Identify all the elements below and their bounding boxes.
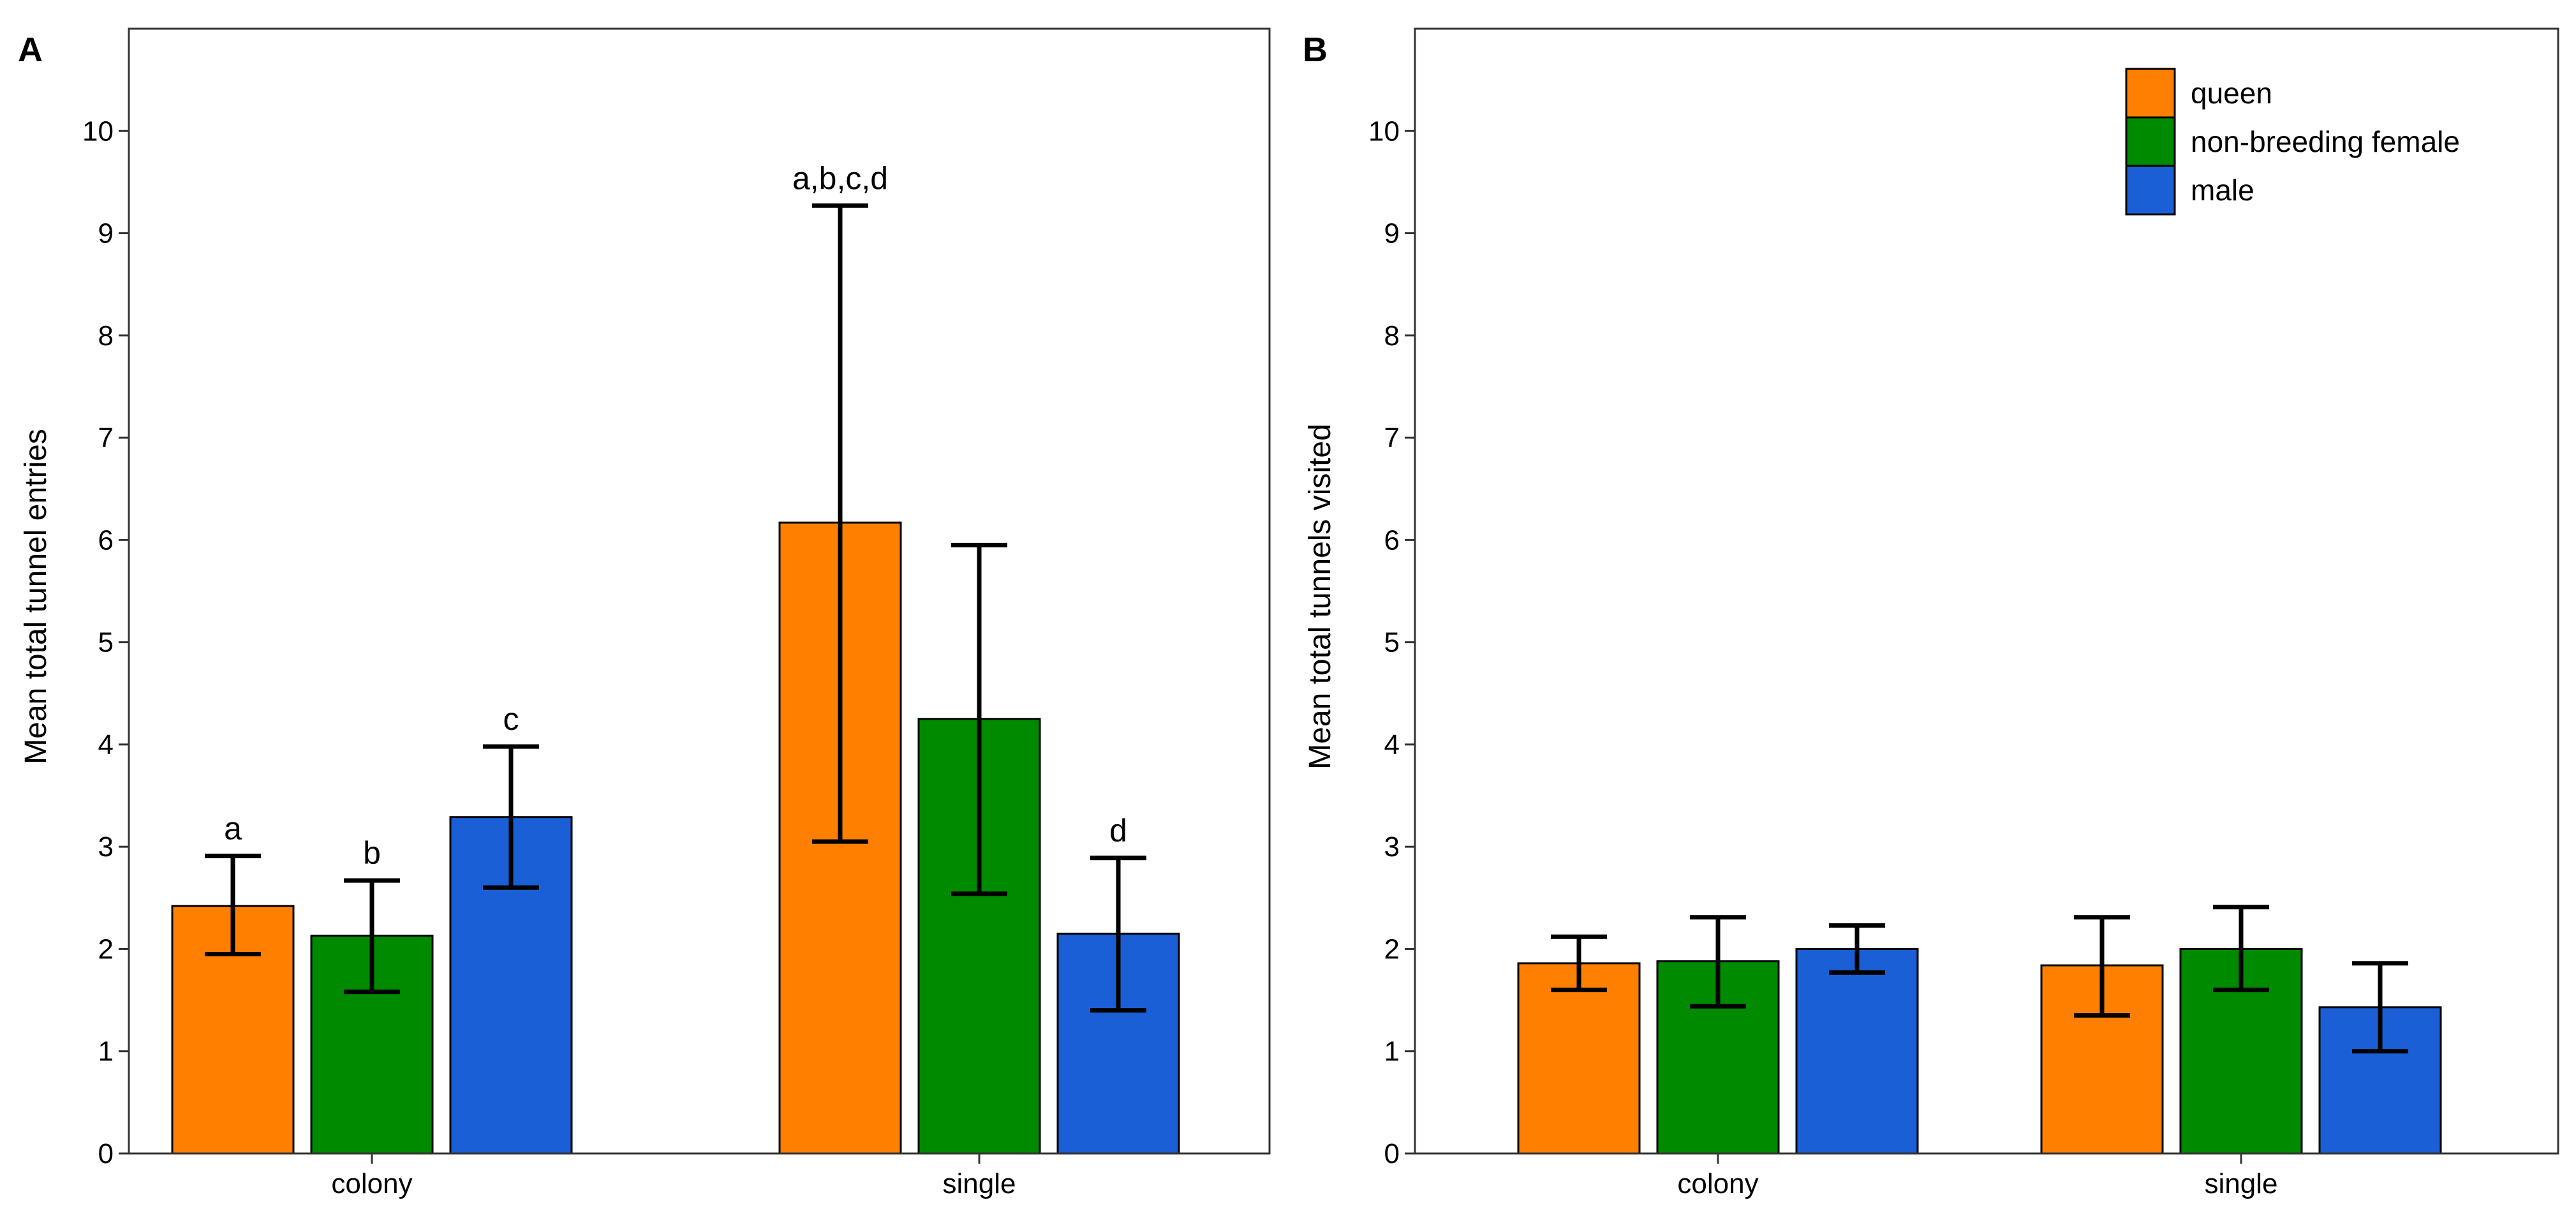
panel-a: A Mean total tunnel entries 0 1 2 3 4 5 6 7 8 9 10… — [18, 27, 1271, 1199]
error-bar-b-male-colony — [1829, 923, 1885, 975]
panel-letter-b: B — [1303, 31, 1328, 69]
sig-label-a-male-single: d — [1109, 813, 1127, 849]
error-bar-b-male-single — [2352, 961, 2408, 1054]
y-axis-title-a: Mean total tunnel entries — [19, 429, 53, 764]
x-tick-label-b-single: single — [2205, 1168, 2278, 1199]
legend-swatch-male — [2125, 165, 2176, 216]
x-tick-label-a-colony: colony — [331, 1168, 412, 1199]
y-tick-label-b-9: 9 — [1384, 218, 1400, 249]
error-bar-a-male-single — [1090, 856, 1146, 1013]
error-bar-a-queen-single — [812, 203, 868, 844]
sig-label-a-queen-colony: a — [224, 811, 242, 847]
legend-label-male: male — [2191, 174, 2254, 207]
bar-b-male-colony — [1795, 947, 1919, 1155]
y-tick-label-a-5: 5 — [98, 627, 114, 658]
plot-frame-a — [128, 27, 1271, 1155]
y-tick-label-b-8: 8 — [1384, 320, 1400, 352]
y-tick-label-a-7: 7 — [98, 422, 114, 454]
y-tick-label-b-7: 7 — [1384, 422, 1400, 454]
panel-b: B Mean total tunnels visited 0 1 2 3 4 5 6 7 8 9 1… — [1303, 27, 2559, 1199]
legend-swatch-non-breeding-female — [2125, 116, 2176, 167]
y-tick-label-a-10: 10 — [82, 115, 114, 147]
legend-label-non-breeding-female: non-breeding female — [2191, 125, 2460, 158]
y-tick-label-b-10: 10 — [1368, 115, 1400, 147]
legend-swatch-queen — [2125, 68, 2176, 119]
y-tick-label-b-3: 3 — [1384, 831, 1400, 863]
y-tick-label-a-6: 6 — [98, 524, 114, 556]
y-tick-label-b-4: 4 — [1384, 729, 1400, 760]
legend: queen non-breeding female male — [2125, 68, 2460, 216]
error-bar-b-non-breeding-female-single — [2213, 905, 2269, 993]
y-tick-label-a-8: 8 — [98, 320, 114, 352]
y-tick-label-b-5: 5 — [1384, 627, 1400, 658]
y-tick-label-a-0: 0 — [98, 1138, 114, 1169]
panel-a-marks: 0 1 2 3 4 5 6 7 8 9 10 colony single a a,b,c,d b c d — [82, 115, 1180, 1199]
sig-label-a-male-colony: c — [503, 701, 519, 737]
bar-b-queen-colony — [1517, 962, 1641, 1155]
y-tick-label-b-1: 1 — [1384, 1036, 1400, 1067]
x-tick-label-a-single: single — [943, 1168, 1016, 1199]
y-tick-label-a-2: 2 — [98, 933, 114, 965]
error-bar-b-queen-colony — [1551, 934, 1607, 993]
legend-label-queen: queen — [2191, 77, 2272, 110]
error-bar-b-non-breeding-female-colony — [1690, 915, 1746, 1009]
sig-label-a-queen-single: a,b,c,d — [792, 160, 888, 196]
y-tick-label-b-0: 0 — [1384, 1138, 1400, 1169]
panel-b-marks: 0 1 2 3 4 5 6 7 8 9 10 colony single — [1368, 115, 2442, 1199]
y-tick-label-a-4: 4 — [98, 729, 114, 760]
y-tick-label-b-2: 2 — [1384, 933, 1400, 965]
y-tick-label-a-3: 3 — [98, 831, 114, 863]
panel-letter-a: A — [18, 31, 43, 69]
y-axis-title-b: Mean total tunnels visited — [1303, 424, 1337, 769]
error-bar-a-male-colony — [483, 744, 539, 890]
x-tick-label-b-colony: colony — [1677, 1168, 1758, 1199]
y-tick-label-a-1: 1 — [98, 1036, 114, 1067]
sig-label-a-non-breeding-female-colony: b — [363, 835, 381, 871]
y-tick-label-b-6: 6 — [1384, 524, 1400, 556]
y-tick-label-a-9: 9 — [98, 218, 114, 249]
error-bar-b-queen-single — [2074, 915, 2130, 1018]
error-bar-a-non-breeding-female-colony — [344, 878, 400, 995]
error-bar-a-non-breeding-female-single — [951, 542, 1007, 896]
plot-frame-b — [1414, 27, 2559, 1155]
error-bar-a-queen-colony — [205, 854, 261, 956]
